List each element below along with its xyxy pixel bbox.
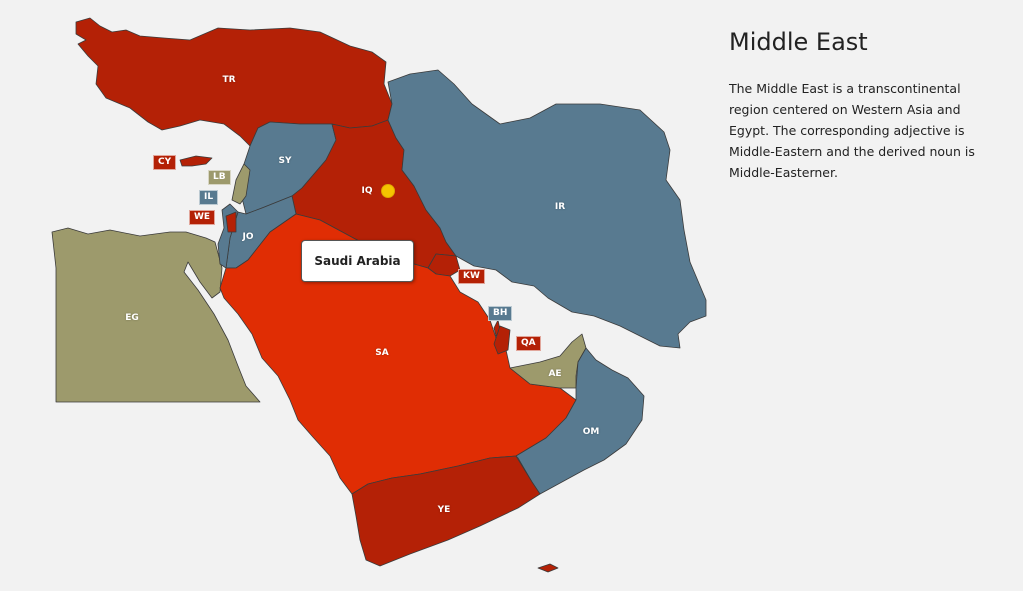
label-ae: AE [548, 369, 562, 379]
location-marker[interactable] [381, 184, 395, 198]
country-yemen[interactable] [351, 455, 541, 567]
tag-israel[interactable]: IL [199, 190, 219, 205]
label-tr: TR [222, 75, 236, 85]
country-egypt[interactable] [51, 227, 261, 403]
tag-west-bank[interactable]: WE [189, 210, 216, 225]
tag-qatar[interactable]: QA [516, 336, 541, 351]
country-cyprus[interactable] [179, 155, 213, 167]
info-panel: Middle East The Middle East is a transco… [729, 28, 999, 183]
country-iran[interactable] [387, 69, 707, 349]
country-qatar[interactable] [493, 325, 511, 355]
label-ye: YE [437, 505, 451, 515]
label-sy: SY [278, 156, 292, 166]
tag-lebanon[interactable]: LB [208, 170, 231, 185]
country-west-bank[interactable] [225, 211, 237, 233]
country-oman[interactable] [515, 347, 645, 495]
label-sa: SA [375, 348, 389, 358]
country-tooltip: Saudi Arabia [301, 240, 414, 282]
tag-cyprus[interactable]: CY [153, 155, 177, 170]
label-eg: EG [125, 313, 139, 323]
country-lebanon[interactable] [231, 163, 251, 205]
info-description: The Middle East is a transcontinental re… [729, 81, 975, 180]
tooltip-text: Saudi Arabia [314, 254, 401, 268]
label-om: OM [582, 427, 600, 437]
tag-bahrain[interactable]: BH [488, 306, 513, 321]
tag-kuwait[interactable]: KW [458, 269, 485, 284]
label-jo: JO [242, 232, 254, 242]
label-iq: IQ [361, 186, 373, 196]
middle-east-map [51, 17, 707, 573]
label-ir: IR [554, 202, 566, 212]
island-socotra[interactable] [537, 563, 559, 573]
info-title: Middle East [729, 28, 868, 56]
